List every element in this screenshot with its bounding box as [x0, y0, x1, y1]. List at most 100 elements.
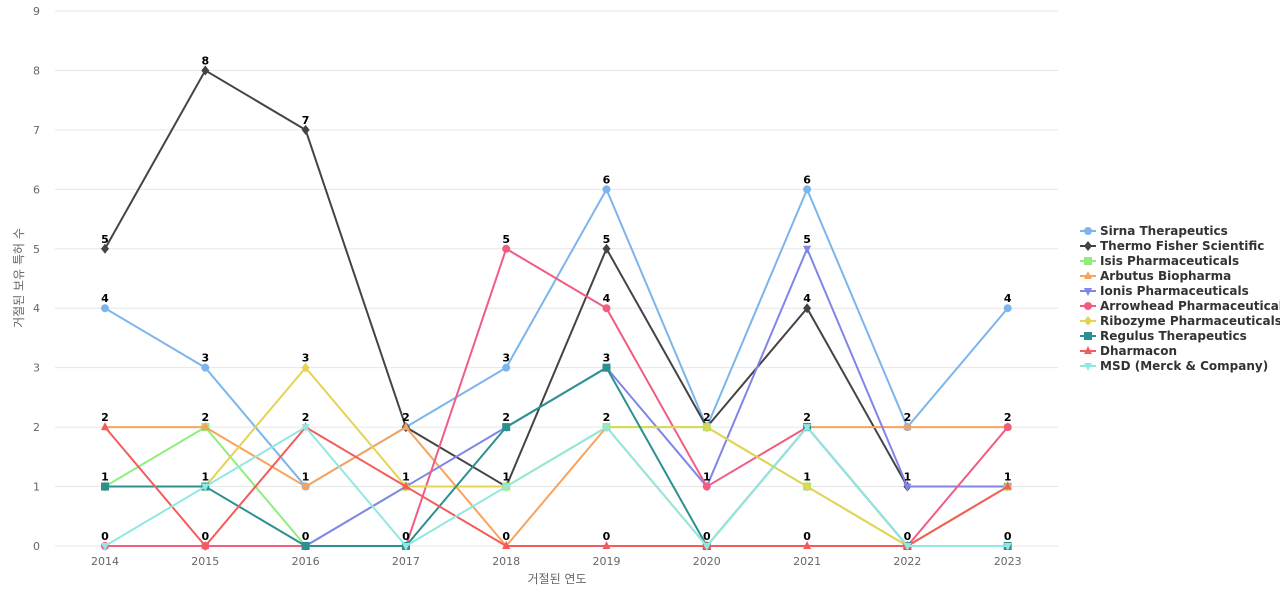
- legend-marker: [1084, 257, 1092, 265]
- data-label: 2: [201, 411, 209, 424]
- data-point: [702, 543, 711, 551]
- data-point: [903, 422, 912, 431]
- legend-label: Thermo Fisher Scientific: [1100, 239, 1264, 253]
- data-label: 4: [803, 292, 811, 305]
- data-label: 0: [101, 530, 109, 543]
- data-point: [602, 541, 611, 549]
- data-point: [401, 422, 410, 431]
- data-point: [803, 303, 812, 314]
- data-point: [702, 482, 711, 491]
- data-label: 2: [803, 411, 811, 424]
- data-label: 2: [703, 411, 711, 424]
- x-tick-label: 2014: [91, 555, 119, 568]
- y-tick-label: 7: [33, 124, 40, 137]
- data-label: 0: [703, 530, 711, 543]
- data-label: 1: [803, 471, 811, 484]
- data-point: [602, 185, 611, 194]
- data-label: 0: [502, 530, 510, 543]
- legend-label: Ribozyme Pharmaceuticals: [1100, 314, 1280, 328]
- data-point: [101, 543, 109, 551]
- data-label: 3: [302, 352, 310, 365]
- data-labels-layer: 5 4 2 1 0 8 3 2 1 0 7 3 2 1 0 2 1 0 5 3 2 1 0 6 5 4 3 2 0 2 1 0 6 5 4 2 1 0 2 1…: [101, 54, 1012, 543]
- legend-label: Ionis Pharmaceuticals: [1100, 284, 1249, 298]
- x-tick-label: 2017: [392, 555, 420, 568]
- series-3: [101, 422, 1012, 549]
- data-point: [201, 483, 210, 492]
- series-line: [104, 426, 1008, 547]
- data-label: 2: [101, 411, 109, 424]
- data-point: [201, 422, 210, 431]
- data-point: [101, 243, 109, 254]
- data-point: [1003, 543, 1012, 551]
- data-point: [301, 124, 310, 135]
- data-point: [903, 483, 912, 492]
- data-label: 1: [101, 471, 109, 484]
- series-line: [104, 188, 1009, 488]
- data-label: 2: [603, 411, 611, 424]
- legend-marker: [1084, 227, 1092, 235]
- legend-label: Regulus Therapeutics: [1100, 329, 1247, 343]
- legend-marker: [1084, 346, 1092, 354]
- data-point: [301, 362, 310, 373]
- data-label: 3: [201, 352, 209, 365]
- legend-item: MSD (Merck & Company): [1080, 359, 1268, 373]
- data-point: [201, 65, 210, 76]
- data-label: 4: [101, 292, 109, 305]
- y-tick-label: 1: [33, 481, 40, 494]
- data-point: [101, 482, 109, 491]
- data-point: [301, 481, 310, 490]
- data-point: [502, 483, 511, 492]
- x-tick-label: 2019: [593, 555, 621, 568]
- data-label: 6: [603, 173, 611, 186]
- legend-label: Isis Pharmaceuticals: [1100, 254, 1239, 268]
- y-tick-label: 8: [33, 64, 40, 77]
- data-label: 0: [803, 530, 811, 543]
- data-label: 0: [603, 530, 611, 543]
- legend-label: Dharmacon: [1100, 344, 1177, 358]
- data-label: 1: [302, 471, 310, 484]
- x-tick-label: 2018: [492, 555, 520, 568]
- data-label: 6: [803, 173, 811, 186]
- data-label: 4: [603, 292, 611, 305]
- data-point: [803, 481, 812, 492]
- data-point: [502, 541, 511, 549]
- y-tick-label: 6: [33, 183, 40, 196]
- data-point: [803, 185, 812, 194]
- data-point: [1003, 481, 1012, 490]
- legend-marker: [1084, 288, 1092, 296]
- data-label: 3: [603, 352, 611, 365]
- legend-item: Arrowhead Pharmaceuticals: [1080, 299, 1280, 313]
- y-tick-label: 2: [33, 421, 40, 434]
- x-axis-ticks: 2014 2015 2016 2017 2018 2019 2020 2021 2022 2023: [91, 555, 1022, 568]
- data-label: 0: [201, 530, 209, 543]
- y-axis-title: 거절된 보유 특허 수: [12, 228, 26, 328]
- legend-marker: [1084, 271, 1092, 279]
- data-point: [401, 543, 410, 551]
- data-label: 0: [1004, 530, 1012, 543]
- data-point: [602, 304, 611, 313]
- data-label: 1: [1004, 471, 1012, 484]
- data-point: [803, 424, 812, 433]
- x-tick-label: 2021: [793, 555, 821, 568]
- x-tick-label: 2015: [191, 555, 219, 568]
- x-tick-label: 2022: [893, 555, 921, 568]
- legend-label: MSD (Merck & Company): [1100, 359, 1268, 373]
- y-axis-ticks: 0 1 2 3 4 5 6 7 8 9: [33, 5, 40, 553]
- data-point: [803, 541, 812, 549]
- y-tick-label: 5: [33, 243, 40, 256]
- series-9: [101, 424, 1012, 551]
- data-label: 5: [502, 233, 510, 246]
- data-point: [101, 422, 109, 431]
- y-tick-label: 4: [33, 302, 40, 315]
- x-tick-label: 2023: [994, 555, 1022, 568]
- series-0: [101, 185, 1012, 491]
- data-point: [301, 424, 310, 433]
- data-label: 5: [603, 233, 611, 246]
- data-label: 5: [101, 233, 109, 246]
- data-label: 2: [402, 411, 410, 424]
- legend-item: Thermo Fisher Scientific: [1080, 239, 1264, 253]
- data-label: 1: [502, 471, 510, 484]
- series-line: [104, 426, 1009, 547]
